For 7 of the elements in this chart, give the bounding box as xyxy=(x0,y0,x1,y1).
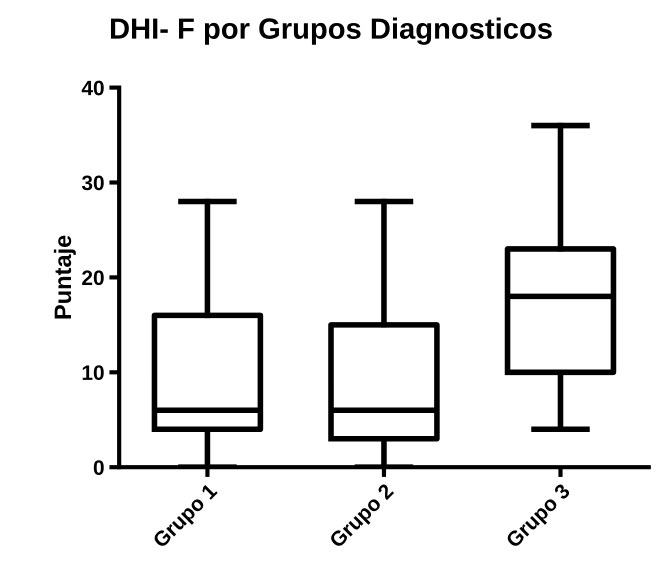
y-tick-label: 30 xyxy=(82,176,104,190)
y-tick-label: 0 xyxy=(94,460,104,475)
y-tick-label: 10 xyxy=(82,365,104,380)
y-tick-label: 40 xyxy=(82,80,104,96)
y-tick-label: 20 xyxy=(82,270,104,286)
chart-title: DHI- F por Grupos Diagnosticos xyxy=(110,18,552,45)
y-axis-title: Puntaje xyxy=(54,236,76,318)
